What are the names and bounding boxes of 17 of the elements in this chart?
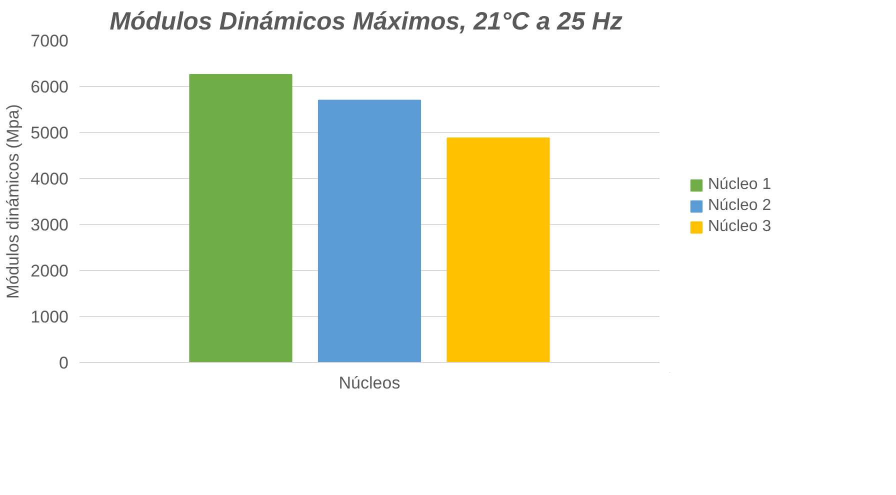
y-tick-label: 4000: [30, 170, 69, 188]
bar: [318, 100, 422, 362]
y-tick-label: 7000: [30, 32, 69, 50]
legend-label: Núcleo 1: [708, 176, 772, 194]
y-tick-label: 5000: [30, 124, 69, 142]
legend-label: Núcleo 2: [708, 197, 772, 215]
y-tick-label: 6000: [30, 78, 69, 96]
bar: [446, 138, 550, 362]
legend-label: Núcleo 3: [708, 218, 772, 236]
y-tick-label: 3000: [30, 216, 69, 234]
bar: [189, 74, 292, 362]
y-tick-label: 0: [59, 354, 69, 372]
chart-title: Módulos Dinámicos Máximos, 21°C a 25 Hz: [110, 8, 623, 36]
x-tick-label: Núcleos: [338, 374, 400, 392]
y-tick-label: 1000: [30, 308, 69, 326]
y-axis-title: Módulos dinámicos (Mpa): [4, 104, 23, 299]
y-tick-label: 2000: [30, 262, 69, 280]
